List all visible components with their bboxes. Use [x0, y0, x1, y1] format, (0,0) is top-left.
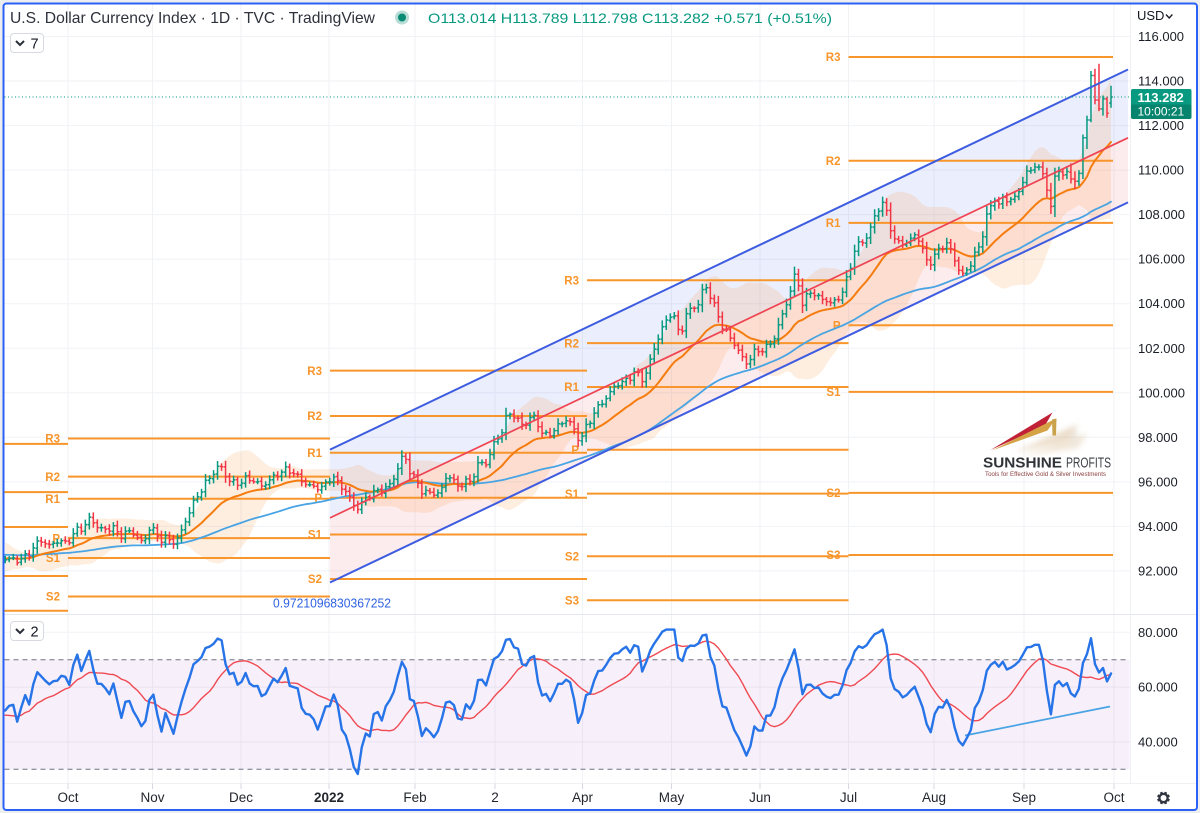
svg-text:106.000: 106.000 — [1138, 252, 1185, 267]
svg-text:60.000: 60.000 — [1138, 680, 1178, 695]
svg-text:S3: S3 — [565, 596, 579, 608]
svg-text:R3: R3 — [564, 276, 579, 288]
svg-text:P: P — [833, 320, 841, 332]
svg-text:Oct: Oct — [57, 790, 78, 805]
svg-text:102.000: 102.000 — [1138, 341, 1185, 356]
svg-text:2: 2 — [491, 790, 499, 805]
svg-text:P: P — [314, 493, 322, 505]
svg-text:Sep: Sep — [1012, 790, 1036, 805]
svg-text:S3: S3 — [826, 550, 840, 562]
svg-text:110.000: 110.000 — [1138, 163, 1184, 178]
svg-text:Jul: Jul — [840, 790, 857, 805]
svg-text:116.000: 116.000 — [1138, 29, 1184, 44]
svg-text:Feb: Feb — [403, 790, 426, 805]
svg-text:Nov: Nov — [140, 790, 164, 805]
svg-text:92.000: 92.000 — [1138, 563, 1178, 578]
svg-text:Tools for Effective Gold & Sil: Tools for Effective Gold & Silver Invest… — [985, 472, 1106, 478]
svg-text:Dec: Dec — [229, 790, 253, 805]
svg-text:S1: S1 — [308, 530, 323, 542]
svg-text:114.000: 114.000 — [1138, 74, 1184, 89]
svg-text:0.9721096830367252: 0.9721096830367252 — [273, 596, 391, 611]
svg-text:113.282: 113.282 — [1138, 90, 1184, 105]
svg-text:R3: R3 — [307, 366, 322, 378]
svg-text:P: P — [571, 445, 579, 457]
svg-text:R2: R2 — [826, 156, 841, 168]
svg-text:96.000: 96.000 — [1138, 474, 1178, 489]
svg-text:S1: S1 — [826, 387, 841, 399]
svg-text:S2: S2 — [565, 552, 579, 564]
svg-text:R1: R1 — [564, 382, 579, 394]
svg-text:P: P — [52, 533, 60, 545]
svg-text:R3: R3 — [45, 434, 60, 446]
svg-text:S2: S2 — [308, 574, 322, 586]
svg-text:U.S. Dollar Currency Index · 1: U.S. Dollar Currency Index · 1D · TVC · … — [10, 10, 375, 27]
svg-text:PROFITS: PROFITS — [1066, 456, 1111, 472]
svg-text:40.000: 40.000 — [1138, 734, 1178, 749]
svg-text:O113.014 H113.789 L112.798: O113.014 H113.789 L112.798 C113.282 +0.5… — [428, 10, 832, 26]
svg-text:80.000: 80.000 — [1138, 625, 1178, 640]
svg-text:Aug: Aug — [922, 790, 946, 805]
svg-text:2: 2 — [31, 625, 39, 641]
svg-text:S1: S1 — [46, 553, 61, 565]
svg-text:Apr: Apr — [572, 790, 594, 805]
svg-text:R1: R1 — [307, 448, 322, 460]
svg-text:May: May — [659, 790, 685, 805]
svg-text:112.000: 112.000 — [1138, 118, 1184, 133]
svg-text:R1: R1 — [45, 494, 60, 506]
svg-text:R2: R2 — [307, 411, 322, 423]
svg-text:USD: USD — [1137, 8, 1164, 23]
svg-text:R2: R2 — [45, 472, 60, 484]
svg-text:98.000: 98.000 — [1138, 430, 1178, 445]
svg-text:2022: 2022 — [314, 790, 344, 805]
svg-text:Oct: Oct — [1103, 790, 1124, 805]
svg-text:100.000: 100.000 — [1138, 385, 1185, 400]
svg-text:Jun: Jun — [749, 790, 771, 805]
svg-text:R1: R1 — [826, 218, 841, 230]
svg-text:10:00:21: 10:00:21 — [1138, 105, 1185, 119]
svg-text:S2: S2 — [826, 488, 840, 500]
svg-text:S1: S1 — [565, 489, 580, 501]
svg-text:R3: R3 — [826, 52, 841, 64]
svg-text:94.000: 94.000 — [1138, 519, 1178, 534]
svg-text:108.000: 108.000 — [1138, 207, 1185, 222]
svg-text:SUNSHINE: SUNSHINE — [983, 456, 1062, 472]
svg-text:S2: S2 — [46, 592, 60, 604]
svg-text:104.000: 104.000 — [1138, 296, 1185, 311]
svg-text:7: 7 — [31, 37, 39, 53]
svg-text:R2: R2 — [564, 338, 579, 350]
